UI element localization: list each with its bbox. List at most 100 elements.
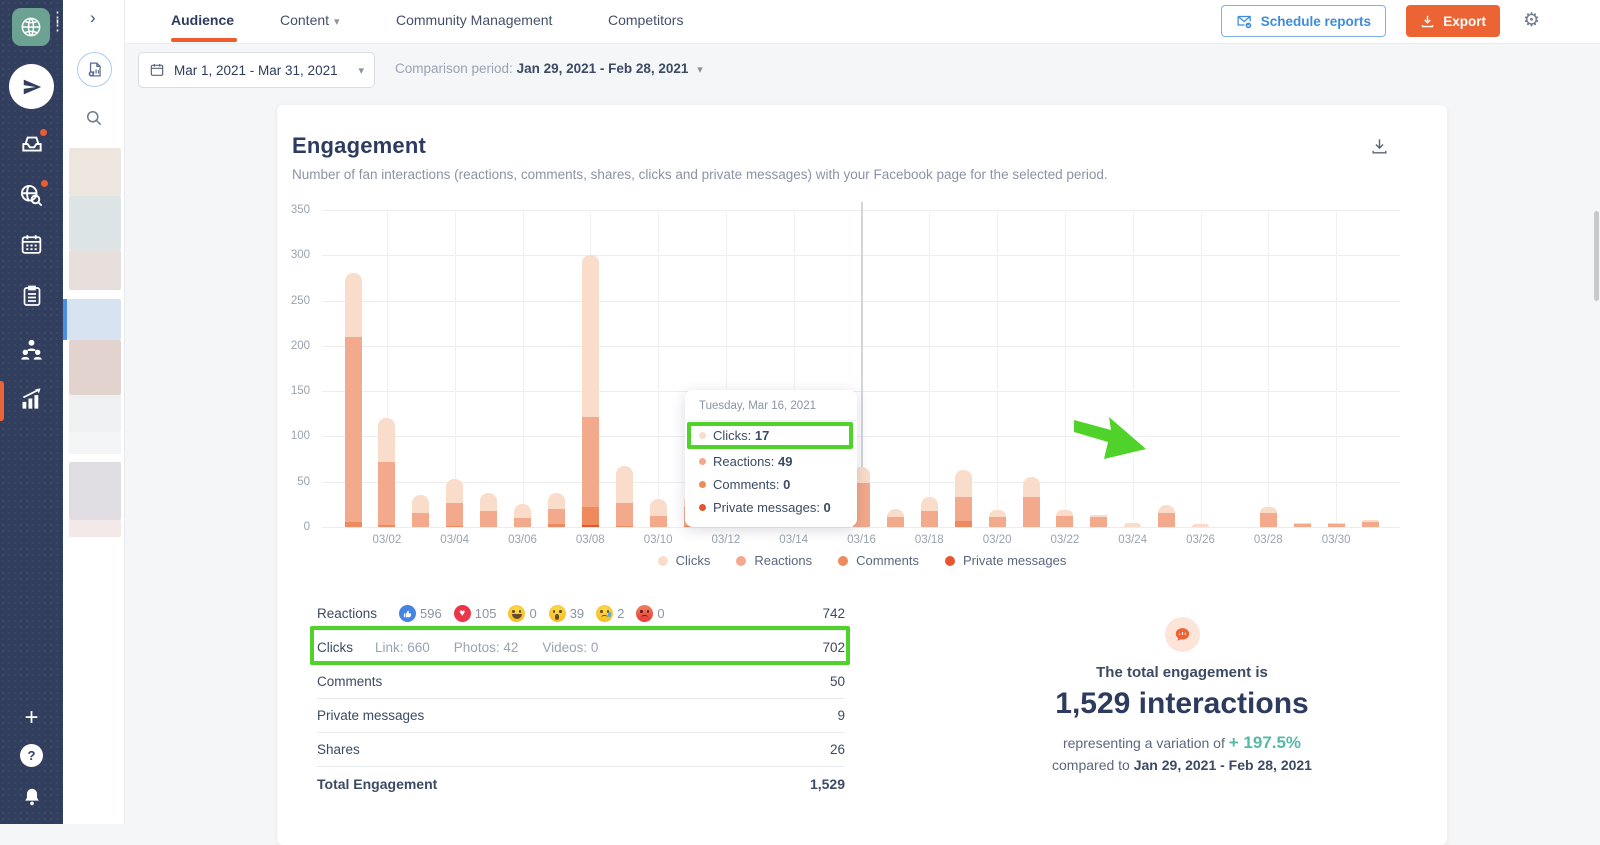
bar-03/23[interactable] (1090, 210, 1108, 527)
bar-03/03[interactable] (412, 210, 430, 527)
bar-03/27[interactable] (1226, 210, 1243, 527)
summary-variation: representing a variation of + 197.5% (1062, 733, 1302, 752)
profile-placeholder-selected[interactable] (67, 299, 121, 340)
legend-dot (945, 555, 955, 566)
tooltip-row-private-messages: Private messages: 0 (685, 496, 857, 519)
sidebar-item-calendar[interactable] (0, 232, 63, 257)
bar-03/16[interactable] (853, 210, 870, 527)
download-chart-button[interactable] (1370, 137, 1389, 156)
comparison-period-picker[interactable]: Comparison period: Jan 29, 2021 - Feb 28… (395, 61, 703, 76)
variation-percent: + 197.5% (1228, 733, 1302, 752)
sidebar-item-fans[interactable] (0, 336, 63, 363)
schedule-reports-button[interactable]: Schedule reports (1220, 5, 1386, 37)
profile-placeholder[interactable] (69, 462, 121, 520)
sidebar-item-stats[interactable] (0, 385, 63, 412)
bar-segment (1259, 513, 1277, 527)
add-report-button[interactable] (77, 52, 112, 87)
bar-segment (514, 504, 531, 518)
settings-gear-icon[interactable]: ⚙ (1522, 10, 1540, 31)
app-logo[interactable] (12, 8, 50, 46)
report-doc-icon (88, 62, 101, 77)
bar-03/24[interactable] (1124, 210, 1142, 527)
tab-content[interactable]: Content ▾ (280, 12, 340, 28)
sidebar-item-listening[interactable] (0, 178, 63, 209)
bar-segment (581, 507, 599, 526)
bar-03/28[interactable] (1259, 210, 1277, 527)
bar-03/04[interactable] (446, 210, 464, 527)
sidebar-item-reports-list[interactable] (0, 284, 63, 308)
bar-03/18[interactable] (920, 210, 938, 527)
love-count: 105 (474, 606, 497, 621)
comparison-value: Jan 29, 2021 - Feb 28, 2021 (516, 61, 689, 76)
page-scrollbar[interactable] (1594, 211, 1599, 301)
bar-03/02[interactable] (378, 210, 396, 527)
bar-03/17[interactable] (886, 210, 904, 527)
bar-03/01[interactable] (344, 210, 362, 527)
bar-03/07[interactable] (547, 210, 565, 527)
bar-segment (446, 526, 464, 527)
tab-audience[interactable]: Audience (171, 12, 235, 28)
bar-segment (514, 517, 531, 527)
search-profiles-button[interactable] (84, 108, 104, 128)
compare-range: Jan 29, 2021 - Feb 28, 2021 (1133, 757, 1312, 773)
legend-item-comments[interactable]: Comments (838, 553, 919, 568)
love-reaction-icon: ♥ (453, 605, 471, 622)
bar-03/21[interactable] (1022, 210, 1040, 527)
profile-placeholder[interactable] (69, 432, 121, 454)
bar-03/22[interactable] (1056, 210, 1074, 527)
bar-03/29[interactable] (1293, 210, 1311, 527)
row-label: Total Engagement (317, 776, 438, 792)
bar-03/31[interactable] (1361, 210, 1379, 527)
bar-segment (1361, 519, 1379, 522)
bar-03/10[interactable] (649, 210, 667, 527)
engagement-bar-chart[interactable]: 0 50 100 150 200 250 300 350 03/02 03/04 03/06 03/0… (291, 202, 1400, 546)
sidebar-kebab-menu-icon[interactable]: ⋮ ⋮ (50, 9, 65, 34)
profile-placeholder[interactable] (69, 196, 121, 250)
legend-item-reactions[interactable]: Reactions (736, 553, 812, 568)
legend-item-private-messages[interactable]: Private messages (945, 553, 1066, 568)
bar-03/26[interactable] (1192, 210, 1209, 527)
row-value: 9 (837, 708, 845, 723)
bar-03/19[interactable] (954, 210, 972, 527)
angry-reaction-icon (636, 605, 654, 622)
hover-indicator-line (860, 202, 863, 527)
x-axis-tick: 03/14 (779, 534, 809, 546)
legend-item-clicks[interactable]: Clicks (657, 553, 710, 568)
date-range-picker[interactable]: Mar 1, 2021 - Mar 31, 2021 ▾ (138, 52, 375, 88)
sidebar-item-publish[interactable] (9, 64, 54, 109)
profile-placeholder[interactable] (69, 250, 121, 290)
export-button[interactable]: Export (1406, 5, 1500, 37)
bar-03/30[interactable] (1327, 210, 1345, 527)
bar-03/08[interactable] (581, 210, 599, 527)
y-axis-tick: 50 (297, 475, 310, 488)
profile-placeholder[interactable] (69, 395, 121, 432)
chart-legend: Clicks Reactions Comments Private messages (277, 553, 1447, 568)
tab-community-management[interactable]: Community Management (396, 12, 553, 28)
legend-dot (838, 555, 849, 566)
gridline (522, 210, 524, 527)
gridline (1200, 210, 1202, 527)
bar-segment (344, 336, 362, 523)
reaction-breakdown: 596 ♥ 105 0 39 2 0 (399, 605, 665, 622)
total-engagement-summary: The total engagement is 1,529 interactio… (967, 617, 1397, 773)
profile-placeholder[interactable] (69, 520, 121, 537)
bar-03/06[interactable] (514, 210, 531, 527)
bar-segment (1056, 516, 1074, 527)
bar-03/25[interactable] (1158, 210, 1176, 527)
collapse-chevron-right-icon[interactable]: › (90, 8, 96, 27)
tab-competitors[interactable]: Competitors (608, 12, 684, 28)
sidebar-notifications-button[interactable] (0, 786, 63, 808)
profile-placeholder[interactable] (69, 340, 121, 395)
bar-03/05[interactable] (480, 210, 498, 527)
sidebar-item-inbox[interactable] (0, 127, 63, 156)
clipboard-icon (23, 285, 40, 306)
sidebar-add-button[interactable]: + (24, 704, 39, 731)
sidebar-help-button[interactable]: ? (0, 744, 63, 767)
bar-03/20[interactable] (988, 210, 1006, 527)
bar-03/09[interactable] (615, 210, 633, 527)
row-value: 742 (822, 606, 845, 621)
profile-placeholder[interactable] (69, 148, 121, 196)
bar-segment (988, 517, 1006, 527)
row-value: 702 (822, 640, 845, 655)
calendar-icon (21, 235, 42, 254)
